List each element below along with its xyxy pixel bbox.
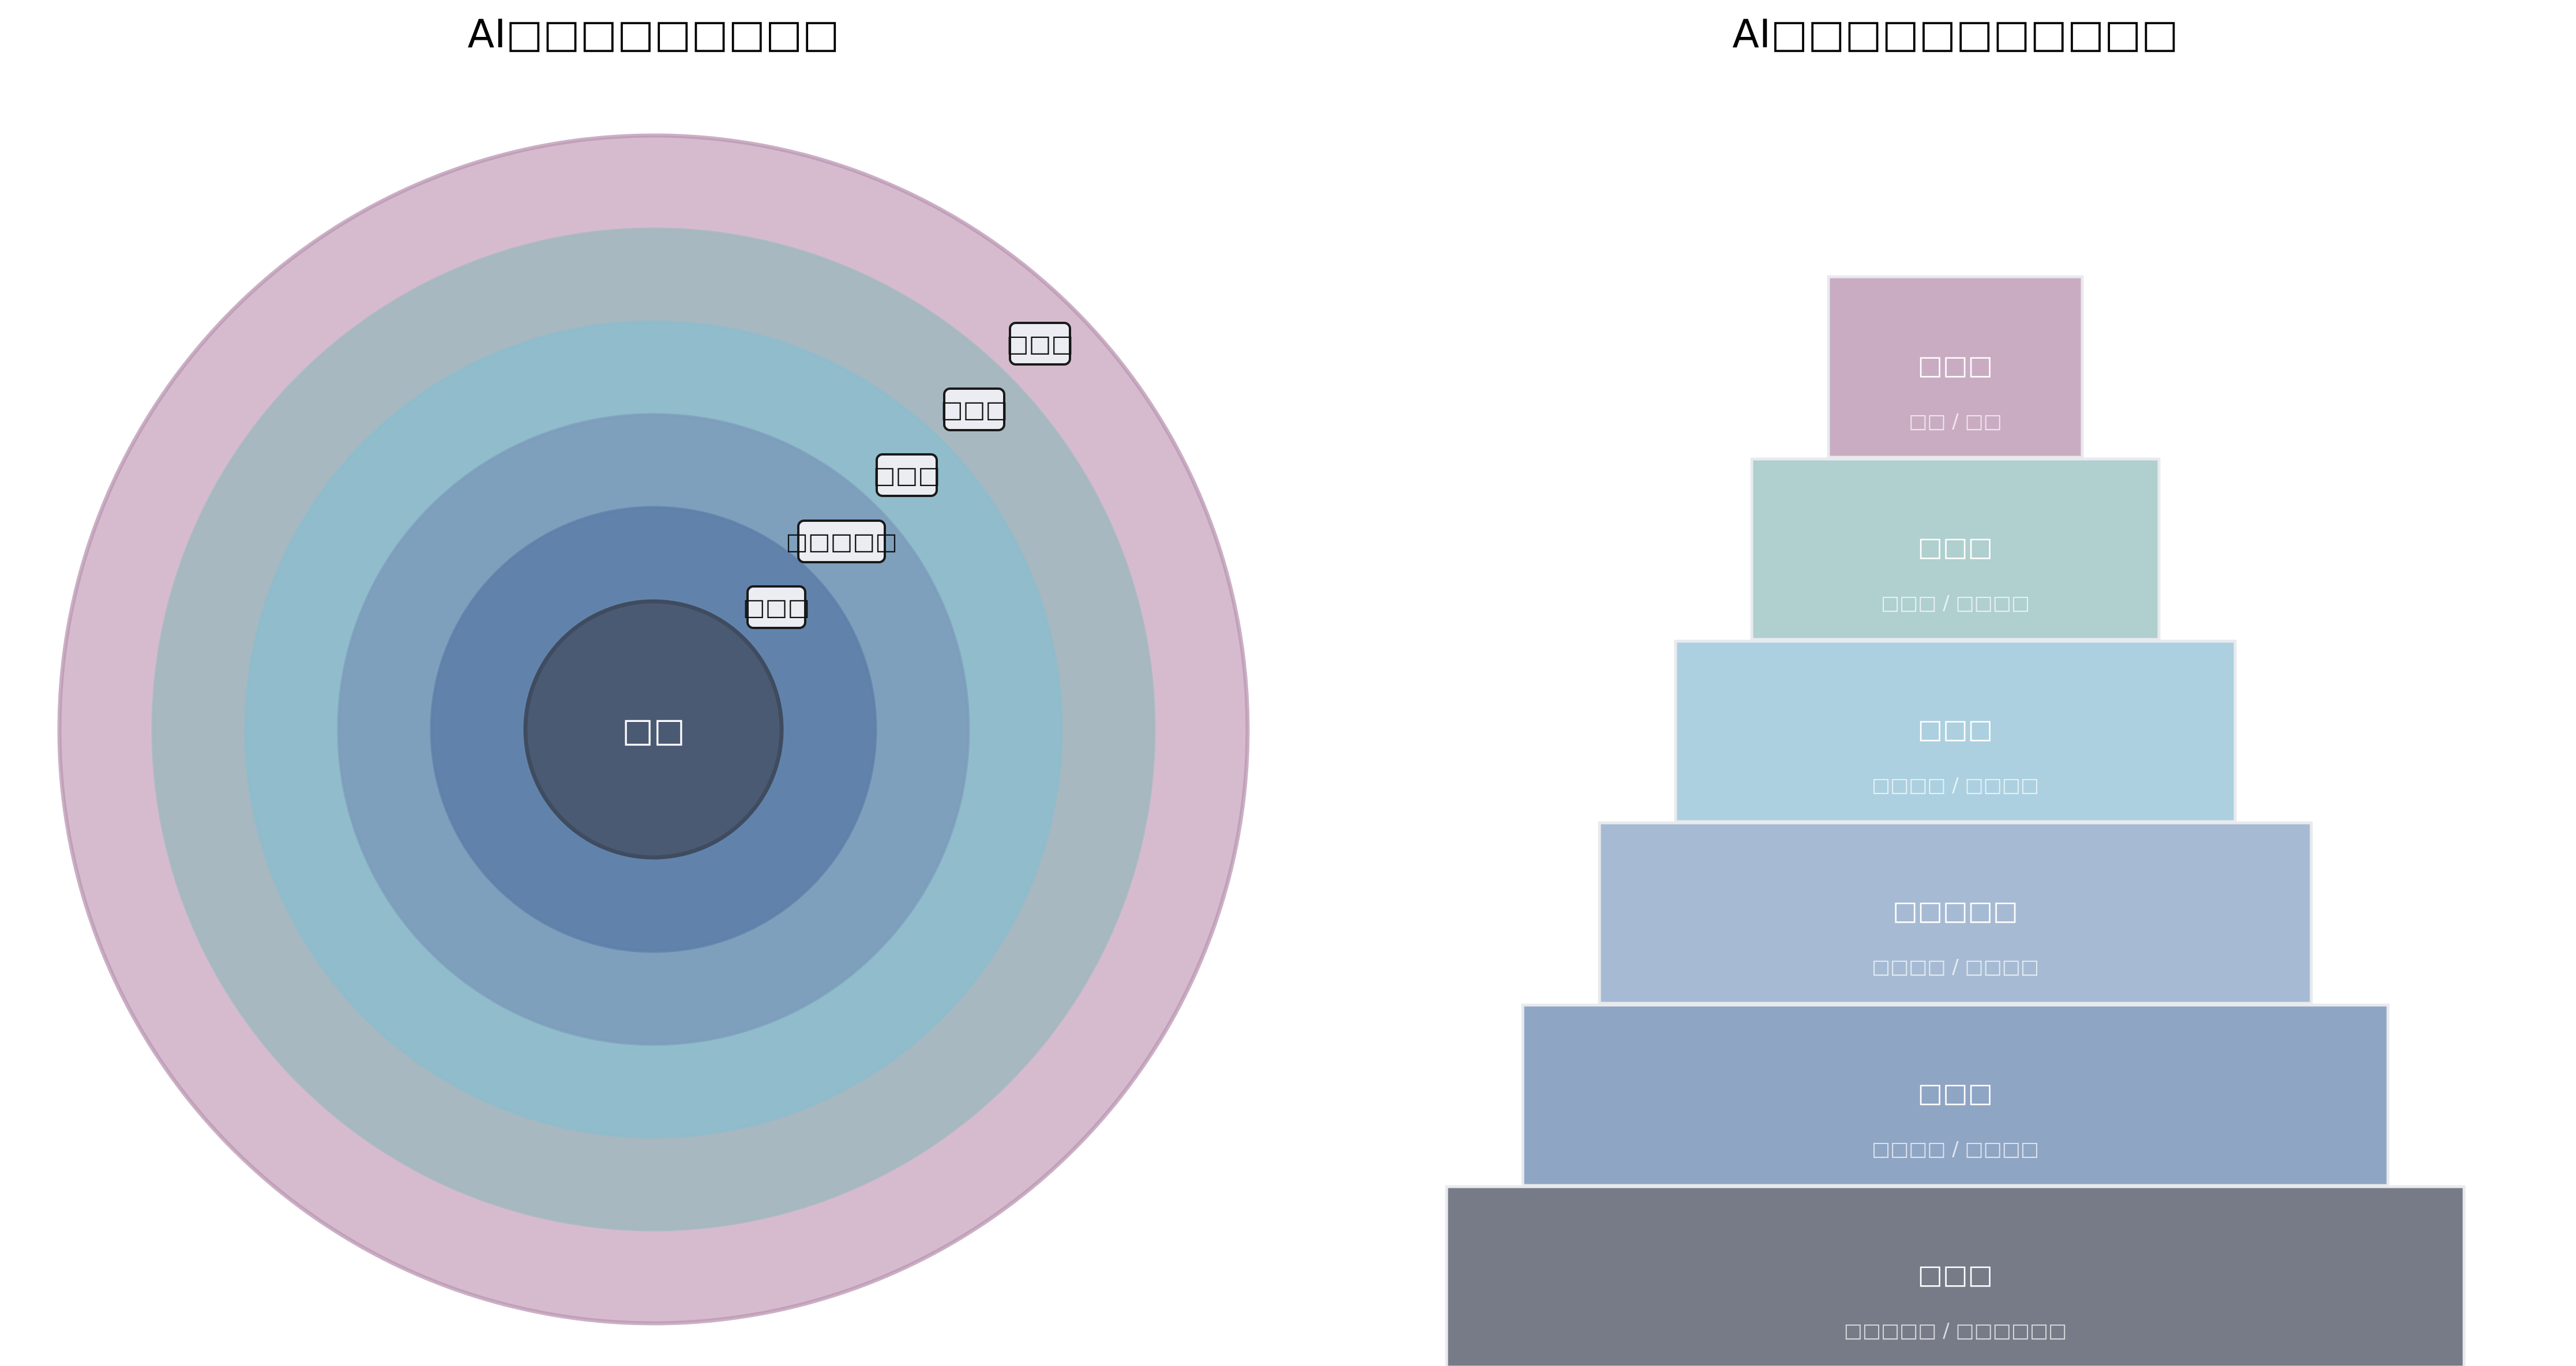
tier-1-sub: □□ / □□ [1909,410,2002,433]
pyramid-tier-6: □□□ □□□□□ / □□□□□□ [1445,1185,2466,1366]
pyramid-tier-5: □□□ □□□□ / □□□□ [1521,1003,2390,1187]
concentric-title: AI□□□□□□□□□ [468,12,840,57]
ring-label-5: □□□ [1007,322,1073,366]
ring-label-4-text: □□□ [941,396,1008,423]
ring-label-4: □□□ [941,387,1008,431]
pyramid-title: AI□□□□□□□□□□□ [1732,12,2178,57]
ring-label-2: □□□□□ [786,520,898,563]
tier-2-sub: □□□ / □□□□ [1881,592,2030,615]
pyramid-diagram: AI□□□□□□□□□□□ □□□ □□ / □□ □□□ □□□ / □□□□… [1445,12,2466,1366]
tier-2-name: □□□ [1918,531,1993,562]
pyramid-tier-1: □□□ □□ / □□ [1827,275,2084,459]
tier-4-name: □□□□□ [1892,895,2018,926]
tier-4-sub: □□□□ / □□□□ [1872,955,2039,979]
pyramid-tier-2: □□□ □□□ / □□□□ [1750,457,2161,641]
ring-label-1: □□□ [743,585,810,629]
ring-label-2-text: □□□□□ [786,528,898,555]
tier-3-name: □□□ [1918,713,1993,744]
tier-5-sub: □□□□ / □□□□ [1872,1138,2039,1161]
tier-6-sub: □□□□□ / □□□□□□ [1844,1319,2067,1342]
tier-1-name: □□□ [1918,349,1993,381]
ring-label-1-text: □□□ [743,593,810,621]
tier-3-sub: □□□□ / □□□□ [1872,774,2039,797]
pyramid-tier-3: □□□ □□□□ / □□□□ [1674,639,2237,823]
concentric-diagram: AI□□□□□□□□□ □□ □□□ □□□□□ □□□ □□□ □□□ [57,12,1250,1326]
tier-6-name: □□□ [1918,1259,1993,1290]
pyramid-tier-4: □□□□□ □□□□ / □□□□ [1598,821,2313,1005]
ring-label-3: □□□ [873,453,940,497]
ring-label-3-text: □□□ [873,461,940,489]
core-circle [523,599,784,860]
core-label: □□ [622,710,685,750]
ring-label-5-text: □□□ [1007,330,1073,358]
tier-5-name: □□□ [1918,1077,1993,1108]
